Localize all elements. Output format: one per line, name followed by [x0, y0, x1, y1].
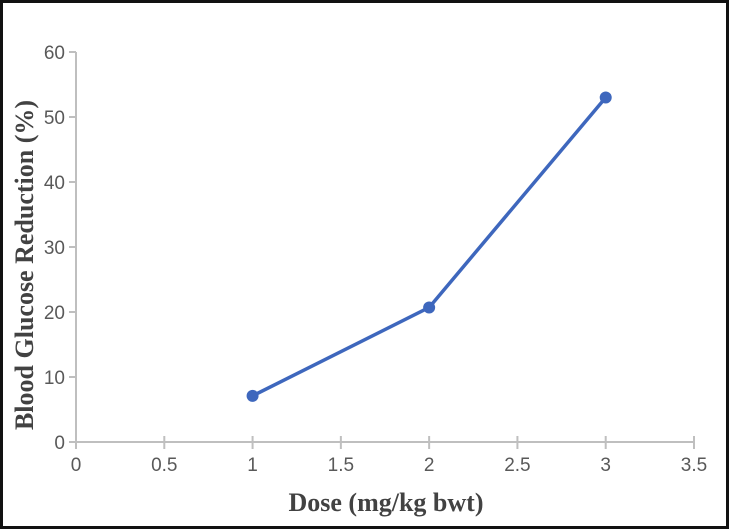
y-tick-label: 30	[44, 238, 65, 259]
data-point	[246, 389, 259, 402]
x-axis-title: Dose (mg/kg bwt)	[289, 488, 484, 517]
y-axis-title: Blood Glucose Reduction (%)	[10, 100, 39, 430]
y-tick-label: 60	[44, 43, 65, 64]
y-tick-label: 40	[44, 173, 65, 194]
data-point	[423, 301, 436, 314]
data-line	[250, 95, 608, 398]
y-tick-label: 50	[44, 108, 65, 129]
y-tick-label: 10	[44, 368, 65, 389]
y-tick-label: 0	[54, 433, 65, 454]
x-tick-label: 1.5	[328, 455, 354, 476]
x-tick-label: 3.5	[681, 455, 707, 476]
x-tick-label: 2.5	[504, 455, 530, 476]
x-tick-label: 2	[424, 455, 435, 476]
x-tick-label: 1	[247, 455, 258, 476]
line-chart: 0 0.5 1 1.5 2 2.5 3 3.5 0 10 20 30 40 50 60 Dose (mg/k…	[10, 43, 707, 517]
x-tick-label: 0	[71, 455, 82, 476]
x-tick-label: 0.5	[151, 455, 177, 476]
data-point	[599, 91, 612, 104]
y-tick-label: 20	[44, 303, 65, 324]
axes-layer: 0 0.5 1 1.5 2 2.5 3 3.5 0 10 20 30 40 50 60	[44, 43, 707, 476]
data-series-layer	[246, 91, 612, 402]
x-tick-label: 3	[600, 455, 611, 476]
